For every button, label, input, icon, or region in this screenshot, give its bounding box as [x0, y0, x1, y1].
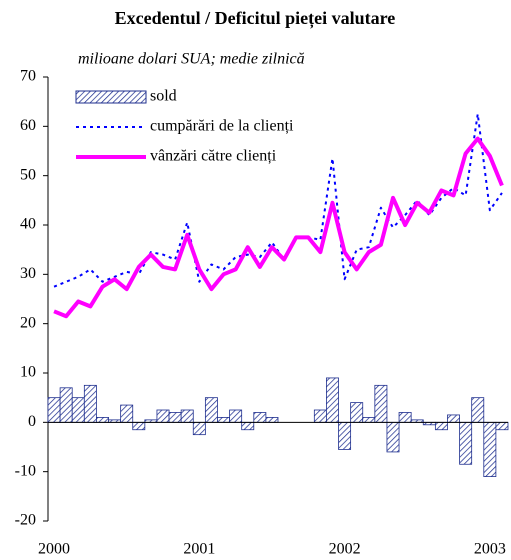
y-tick-label: 0 [28, 413, 36, 430]
x-tick-label: 2002 [329, 541, 361, 558]
y-tick-label: 40 [20, 216, 36, 233]
legend-swatch [75, 90, 147, 104]
bar [180, 409, 194, 423]
bar [265, 416, 279, 423]
bar [47, 397, 61, 423]
y-tick-label: 30 [20, 265, 36, 282]
bar [483, 421, 497, 478]
bar [447, 414, 460, 423]
bar [398, 412, 412, 423]
y-tick-label: 20 [20, 314, 36, 331]
bar [96, 416, 109, 423]
y-tick-label: -10 [15, 462, 36, 479]
bar [253, 412, 267, 423]
bar [471, 397, 485, 423]
bar [71, 397, 85, 423]
bar [168, 412, 182, 423]
bar [326, 377, 339, 423]
bar [120, 404, 134, 423]
bar [434, 421, 448, 431]
bar [204, 397, 218, 423]
chart-title: Excedentul / Deficitul pieței valutare [115, 8, 396, 29]
chart-subtitle: milioane dolari SUA; medie zilnică [78, 51, 305, 68]
bar [338, 421, 352, 450]
bar [229, 409, 243, 423]
bar [313, 409, 327, 423]
bar [374, 384, 388, 423]
bar [59, 387, 73, 423]
y-tick-label: 10 [20, 364, 36, 381]
x-tick-label: 2003 [474, 541, 506, 558]
bar [362, 416, 376, 423]
bar [132, 421, 146, 431]
y-tick-label: 60 [20, 117, 36, 134]
legend-label: sold [150, 88, 177, 105]
bar [386, 421, 400, 453]
legend-label: cumpărări de la clienți [150, 118, 294, 135]
bar [83, 384, 97, 423]
bar [495, 421, 509, 431]
bar [241, 421, 255, 431]
y-tick-label: -20 [15, 512, 36, 529]
x-tick-label: 2000 [38, 541, 70, 558]
bar [156, 409, 170, 423]
legend-label: vânzări către clienți [150, 148, 277, 165]
bar [350, 402, 364, 423]
bar [217, 416, 230, 423]
bar [459, 421, 473, 465]
x-tick-label: 2001 [183, 541, 215, 558]
line [53, 136, 504, 319]
bar [192, 421, 206, 436]
y-tick-label: 50 [20, 166, 36, 183]
y-tick-label: 70 [20, 68, 36, 85]
